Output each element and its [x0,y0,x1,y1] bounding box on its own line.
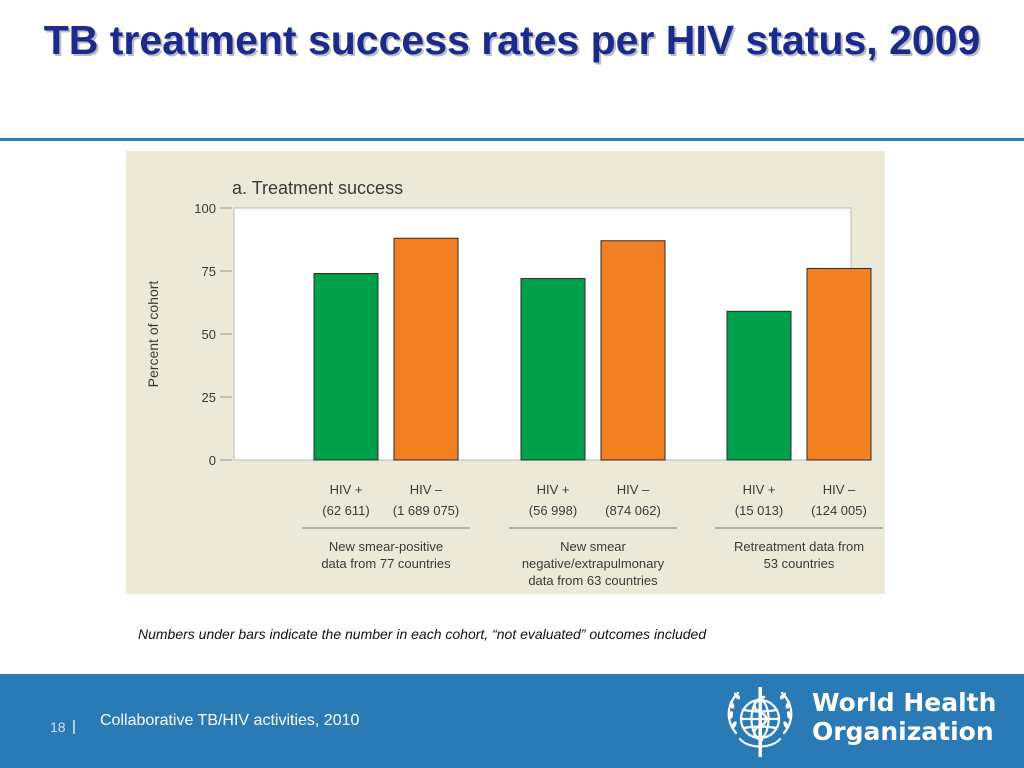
group-captions: New smear-positive data from 77 countries… [302,527,883,588]
bar-status-label: HIV + [330,482,363,497]
y-tick-label: 75 [202,264,216,279]
bar-hiv-negative-group-3 [806,267,872,461]
footnote: Numbers under bars indicate the number i… [138,626,707,642]
bar-hiv-negative-group-2 [600,240,666,461]
treatment-success-chart: a. Treatment success Percent of cohort 0… [145,178,883,588]
slide-title: TB treatment success rates per HIV statu… [43,17,981,63]
group-caption-line: data from 77 countries [321,556,451,571]
y-axis-label: Percent of cohort [145,281,161,388]
y-tick-label: 25 [202,390,216,405]
page-separator: | [72,718,76,735]
bar-cohort-label: (56 998) [529,503,577,518]
who-logo-text: World Health Organization [812,688,1012,746]
who-name-line2: Organization [812,717,994,746]
group-caption-line: New smear [560,539,626,554]
bar-cohort-label: (1 689 075) [393,503,460,518]
bar-hiv-positive-group-1 [313,273,379,461]
group-caption-line: data from 63 countries [528,573,658,588]
bar-status-label: HIV – [823,482,856,497]
group-caption-line: Retreatment data from [734,539,864,554]
y-tick-label: 100 [194,201,216,216]
group-caption-line: 53 countries [764,556,835,571]
group-caption-line: negative/extrapulmonary [522,556,665,571]
y-tick-label: 50 [202,327,216,342]
bar-status-label: HIV + [743,482,776,497]
bar-hiv-negative-group-1 [393,237,459,461]
y-axis-ticks: 0 25 50 75 100 [194,201,232,468]
chart-panel: a. Treatment success Percent of cohort 0… [126,151,885,594]
bar-hiv-positive-group-2 [520,278,586,461]
y-tick-label: 0 [209,453,216,468]
footer-bar [0,674,1024,768]
bar-status-label: HIV – [410,482,443,497]
who-emblem-icon [727,687,793,757]
footer-caption: Collaborative TB/HIV activities, 2010 [100,712,360,729]
bar-cohort-label: (15 013) [735,503,783,518]
page-number: 18 [50,719,66,735]
bar-series [313,237,872,461]
title-divider [0,138,1024,141]
bar-cohort-label: (62 611) [322,503,369,518]
bar-labels: HIV + (62 611) HIV – (1 689 075) HIV + (56 99… [322,482,867,518]
who-name-line1: World Health [812,688,997,717]
bar-status-label: HIV + [537,482,570,497]
bar-cohort-label: (124 005) [811,503,867,518]
chart-title: a. Treatment success [232,178,403,198]
bar-status-label: HIV – [617,482,650,497]
bar-cohort-label: (874 062) [605,503,661,518]
bar-hiv-positive-group-3 [726,310,792,461]
group-caption-line: New smear-positive [329,539,443,554]
